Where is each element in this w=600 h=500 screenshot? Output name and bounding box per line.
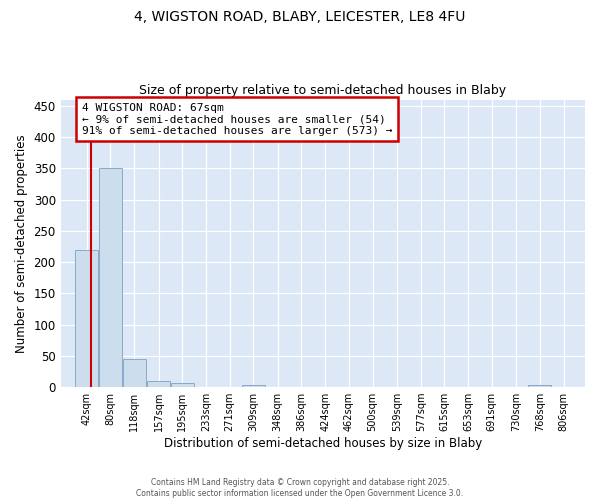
Title: Size of property relative to semi-detached houses in Blaby: Size of property relative to semi-detach…: [139, 84, 506, 97]
Text: Contains HM Land Registry data © Crown copyright and database right 2025.
Contai: Contains HM Land Registry data © Crown c…: [136, 478, 464, 498]
Bar: [529, 385, 551, 387]
Text: 4 WIGSTON ROAD: 67sqm
← 9% of semi-detached houses are smaller (54)
91% of semi-: 4 WIGSTON ROAD: 67sqm ← 9% of semi-detac…: [82, 102, 392, 136]
Text: 4, WIGSTON ROAD, BLABY, LEICESTER, LE8 4FU: 4, WIGSTON ROAD, BLABY, LEICESTER, LE8 4…: [134, 10, 466, 24]
Bar: [147, 382, 170, 387]
Bar: [242, 384, 265, 387]
X-axis label: Distribution of semi-detached houses by size in Blaby: Distribution of semi-detached houses by …: [164, 437, 482, 450]
Y-axis label: Number of semi-detached properties: Number of semi-detached properties: [15, 134, 28, 352]
Bar: [122, 359, 146, 387]
Bar: [75, 250, 98, 387]
Bar: [171, 384, 194, 387]
Bar: [99, 168, 122, 387]
